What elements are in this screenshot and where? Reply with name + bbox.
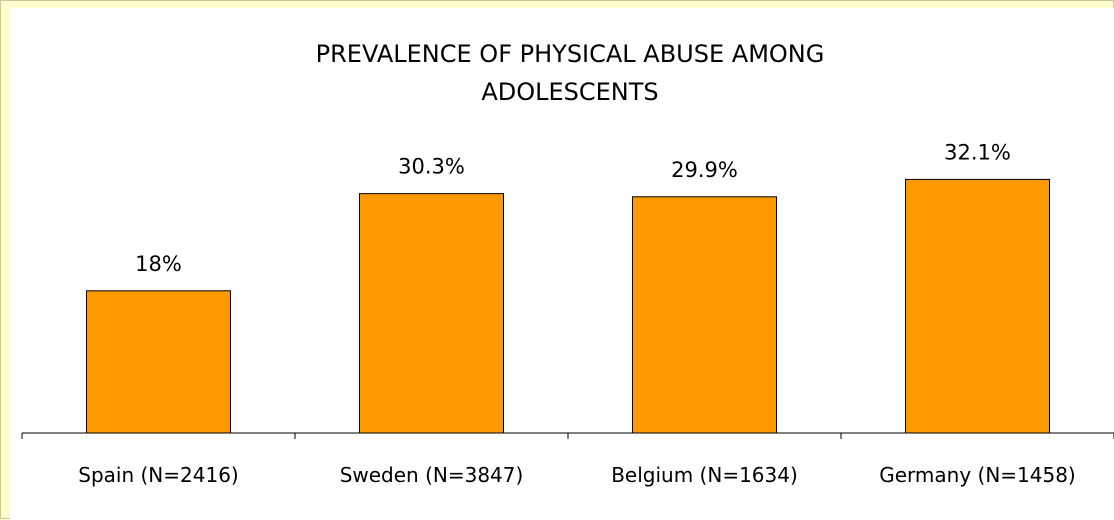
bar bbox=[359, 193, 504, 434]
category-label: Sweden (N=3847) bbox=[340, 463, 524, 487]
data-label: 29.9% bbox=[671, 158, 738, 182]
chart-title-line-2: ADOLESCENTS bbox=[481, 78, 658, 106]
category-label: Germany (N=1458) bbox=[879, 463, 1076, 487]
bar bbox=[632, 196, 777, 434]
category-labels-group: Spain (N=2416) Sweden (N=3847) Belgium (N=… bbox=[78, 463, 1075, 487]
chart-title-line-1: PREVALENCE OF PHYSICAL ABUSE AMONG bbox=[316, 40, 825, 68]
category-label: Spain (N=2416) bbox=[78, 463, 238, 487]
bar bbox=[86, 290, 231, 434]
bar bbox=[905, 178, 1050, 434]
data-label: 18% bbox=[135, 252, 182, 276]
data-label: 32.1% bbox=[944, 140, 1011, 164]
bars-group bbox=[86, 178, 1050, 434]
category-label: Belgium (N=1634) bbox=[611, 463, 798, 487]
x-axis-ticks bbox=[21, 433, 1114, 439]
data-labels-group: 18% 30.3% 29.9% 32.1% bbox=[135, 140, 1011, 275]
data-label: 30.3% bbox=[398, 155, 465, 179]
